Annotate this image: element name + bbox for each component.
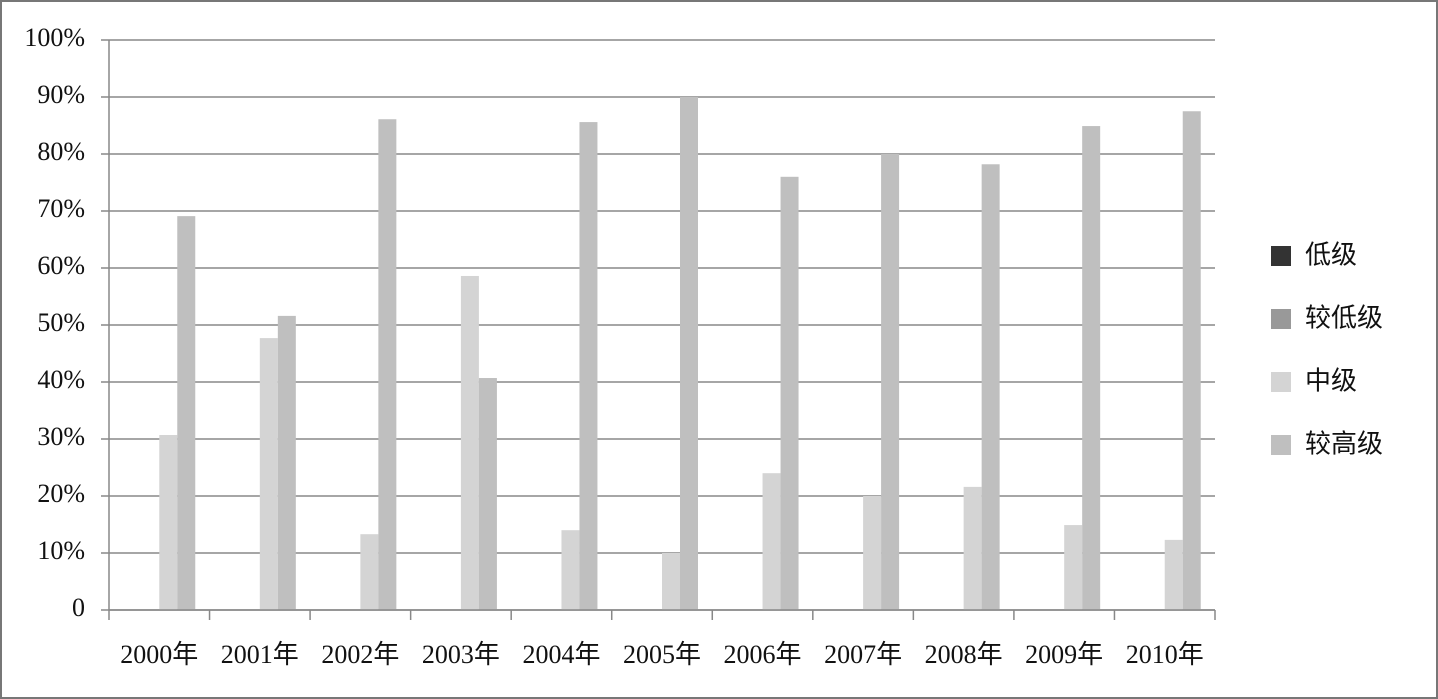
y-tick-label: 0 xyxy=(72,593,85,622)
bar xyxy=(881,154,900,610)
bar xyxy=(177,216,196,610)
bar xyxy=(360,534,379,610)
legend-label: 较高级 xyxy=(1305,430,1383,460)
x-tick-label: 2010年 xyxy=(1126,640,1204,669)
y-tick-label: 60% xyxy=(37,251,85,280)
bar xyxy=(277,315,296,610)
bar xyxy=(762,473,781,610)
x-tick-label: 2009年 xyxy=(1025,640,1103,669)
x-tick-label: 2002年 xyxy=(321,640,399,669)
bar xyxy=(963,486,982,610)
bar xyxy=(478,378,497,610)
bar xyxy=(1082,126,1101,610)
y-tick-label: 100% xyxy=(24,23,85,52)
bar xyxy=(460,275,479,610)
legend-swatch xyxy=(1271,246,1291,266)
bar xyxy=(981,164,1000,610)
bar xyxy=(259,338,278,610)
bar xyxy=(378,119,397,610)
legend-label: 低级 xyxy=(1305,241,1357,271)
bar xyxy=(662,553,680,610)
legend-swatch xyxy=(1271,372,1291,392)
bar xyxy=(780,176,799,611)
bar xyxy=(680,97,698,610)
legend-label: 中级 xyxy=(1305,367,1357,397)
bar xyxy=(863,496,882,610)
y-tick-label: 90% xyxy=(37,80,85,109)
y-tick-label: 20% xyxy=(37,479,85,508)
legend-swatch xyxy=(1271,435,1291,455)
x-tick-label: 2003年 xyxy=(422,640,500,669)
x-tick-label: 2005年 xyxy=(623,640,701,669)
bar xyxy=(1064,525,1083,610)
x-tick-label: 2006年 xyxy=(724,640,802,669)
bar xyxy=(159,435,178,610)
x-tick-label: 2000年 xyxy=(120,640,198,669)
legend-swatch xyxy=(1271,309,1291,329)
y-tick-label: 50% xyxy=(37,308,85,337)
x-tick-label: 2001年 xyxy=(221,640,299,669)
y-tick-label: 70% xyxy=(37,194,85,223)
bar xyxy=(579,122,598,610)
y-tick-label: 30% xyxy=(37,422,85,451)
bar xyxy=(561,530,580,610)
y-tick-label: 40% xyxy=(37,365,85,394)
y-tick-label: 10% xyxy=(37,536,85,565)
bar xyxy=(1164,539,1183,610)
x-tick-label: 2007年 xyxy=(824,640,902,669)
y-tick-label: 80% xyxy=(37,137,85,166)
legend-label: 较低级 xyxy=(1305,304,1383,334)
x-tick-label: 2008年 xyxy=(925,640,1003,669)
x-tick-label: 2004年 xyxy=(522,640,600,669)
bar xyxy=(1182,111,1201,610)
